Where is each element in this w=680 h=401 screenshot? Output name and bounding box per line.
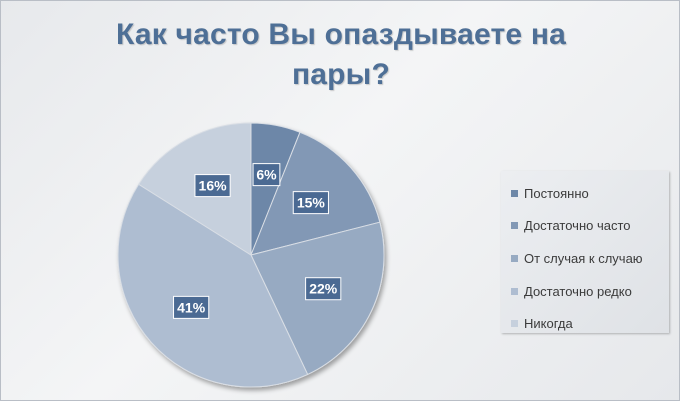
legend-swatch <box>511 254 518 262</box>
chart-title-line-2: пары? <box>291 58 391 91</box>
data-label: 41% <box>177 299 206 315</box>
legend-label: Никогда <box>524 316 573 332</box>
data-label-box <box>305 277 342 301</box>
legend-swatch <box>511 222 518 230</box>
legend-item: От случая к случаю <box>511 242 669 275</box>
legend-item: Достаточно часто <box>511 210 669 243</box>
legend-item: Постоянно <box>511 177 669 210</box>
pie-slice <box>117 183 309 388</box>
data-label-box <box>292 191 329 215</box>
legend-swatch <box>511 287 518 295</box>
data-label: 22% <box>309 281 338 297</box>
data-label-box <box>194 174 231 198</box>
legend-label: Достаточно часто <box>524 218 631 234</box>
data-label: 15% <box>297 195 326 211</box>
chart-title-line-1: Как часто Вы опаздываете на <box>115 18 567 51</box>
data-label-box <box>252 163 281 187</box>
legend-label: Достаточно редко <box>524 283 632 299</box>
legend-swatch <box>511 189 518 197</box>
legend-item: Достаточно редко <box>511 275 669 308</box>
legend-item: Никогда <box>511 307 669 340</box>
legend-label: От случая к случаю <box>524 250 643 266</box>
data-label: 6% <box>256 167 277 183</box>
chart-title: Как часто Вы опаздываете на пары? <box>41 15 641 95</box>
legend-label: Постоянно <box>524 185 589 201</box>
data-label: 16% <box>199 178 228 194</box>
legend-swatch <box>511 320 518 328</box>
chart-legend: Постоянно Достаточно часто От случая к с… <box>501 171 669 333</box>
data-label-box <box>173 295 210 319</box>
